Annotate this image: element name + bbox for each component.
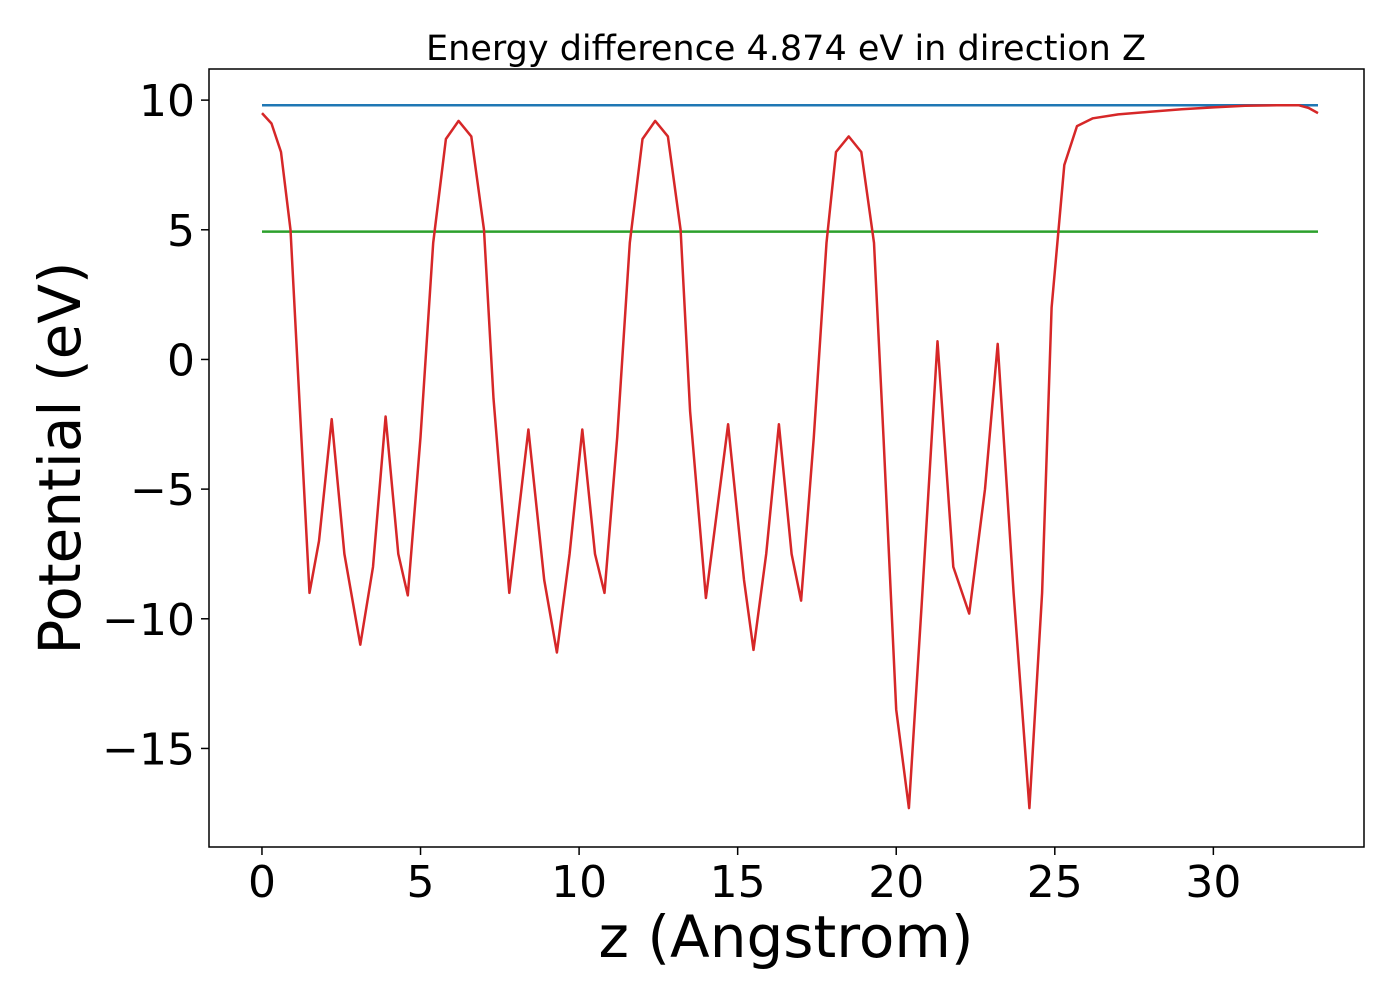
x-tick-label: 0 — [248, 857, 276, 908]
y-axis: 10 5 0 −5 −10 −15 — [102, 76, 209, 775]
y-axis-title: Potential (eV) — [26, 261, 94, 654]
y-tick-label: −5 — [130, 465, 195, 516]
x-tick-label: 25 — [1027, 857, 1083, 908]
plot-area — [261, 104, 1319, 810]
x-tick-label: 20 — [868, 857, 924, 908]
x-tick-label: 10 — [551, 857, 607, 908]
y-tick-label: 10 — [139, 76, 195, 127]
x-tick-label: 5 — [407, 857, 435, 908]
plot-frame — [208, 68, 1365, 848]
x-axis-title: z (Angstrom) — [599, 903, 974, 971]
chart-title: Energy difference 4.874 eV in direction … — [426, 29, 1146, 69]
y-tick-label: −15 — [102, 724, 195, 775]
y-tick-label: 0 — [167, 335, 195, 386]
series-line-2 — [261, 104, 1319, 810]
x-axis: 0 5 10 15 20 25 30 — [248, 847, 1241, 908]
x-tick-label: 30 — [1185, 857, 1241, 908]
y-tick-label: −10 — [102, 595, 195, 646]
x-tick-label: 15 — [710, 857, 766, 908]
y-tick-label: 5 — [167, 206, 195, 257]
